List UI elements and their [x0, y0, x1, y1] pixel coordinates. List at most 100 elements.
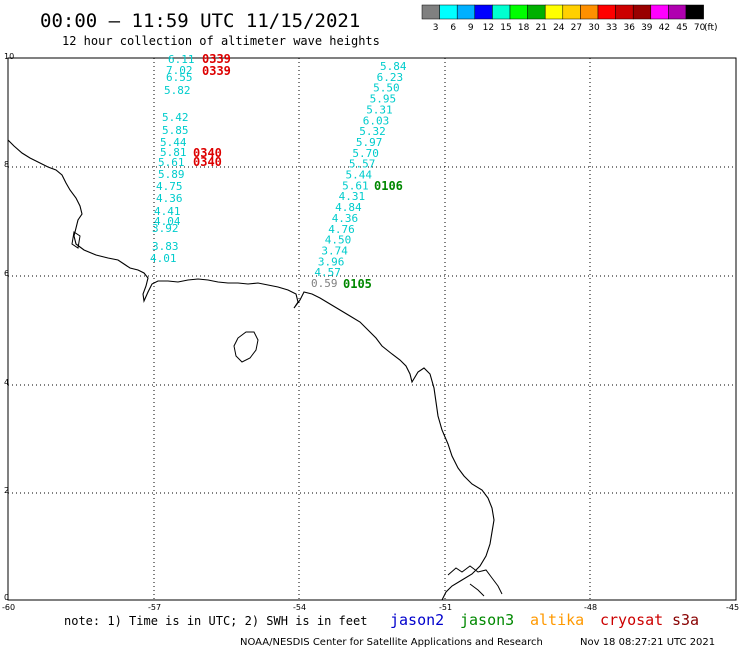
legend-swatch — [509, 4, 528, 20]
time-label-0340: 0340 — [193, 146, 222, 160]
coastline — [7, 139, 495, 601]
grid-lines — [8, 58, 736, 600]
legend-label: 42 — [659, 23, 670, 33]
x-tick-0: -60 — [2, 603, 15, 612]
wave-height-label: 3.96 — [318, 255, 345, 268]
time-label-0105: 0105 — [343, 277, 372, 291]
island — [233, 331, 259, 363]
legend-label: 3 — [433, 23, 439, 33]
wave-height-label: 5.70 — [352, 147, 379, 160]
wave-height-label: 5.81 — [160, 146, 187, 159]
wave-height-label: 6.23 — [377, 71, 404, 84]
satellite-jason3: jason3 — [460, 611, 514, 629]
legend-label: 30 — [588, 23, 600, 33]
wave-height-label: 5.31 — [366, 103, 393, 116]
wave-height-label: 5.89 — [158, 168, 185, 181]
legend-label: 39 — [641, 23, 653, 33]
wave-height-label: 5.61 — [158, 156, 185, 169]
legend-label: 15 — [500, 23, 511, 33]
credit-text: NOAA/NESDIS Center for Satellite Applica… — [240, 637, 543, 648]
y-tick-3: 6 — [4, 269, 9, 278]
satellite-altika: altika — [530, 611, 584, 629]
wave-height-label: 5.82 — [164, 84, 191, 97]
legend-swatch — [492, 4, 511, 20]
track-b: 5.846.235.505.955.316.035.325.975.705.57… — [311, 60, 407, 290]
page-subtitle: 12 hour collection of altimeter wave hei… — [62, 34, 380, 48]
y-tick-4: 8 — [4, 160, 9, 169]
wave-height-label: 5.44 — [346, 169, 373, 182]
legend-label: 21 — [535, 23, 546, 33]
wave-height-label: 5.97 — [356, 136, 383, 149]
legend-label: 18 — [518, 23, 530, 33]
time-label-0340: 0340 — [193, 155, 222, 169]
wave-height-label: 6.11 — [168, 53, 195, 66]
wave-height-label: 4.84 — [335, 201, 362, 214]
legend-swatch — [580, 4, 599, 20]
generated-timestamp: Nov 18 08:27:21 UTC 2021 — [580, 637, 715, 648]
time-label-0339: 0339 — [202, 52, 231, 66]
wave-height-label: 7.02 — [166, 64, 193, 77]
legend-label: 36 — [623, 23, 635, 33]
wave-height-label: 4.50 — [325, 234, 352, 247]
legend-unit: (ft) — [704, 23, 718, 33]
coastline-detail — [447, 565, 503, 597]
wave-height-label: 5.50 — [373, 82, 400, 95]
color-legend: 3 6 9 12 15 18 21 24 27 30 33 36 39 42 45 70 — [421, 4, 706, 33]
x-tick-2: -54 — [293, 603, 306, 612]
wave-height-label: 4.31 — [339, 190, 366, 203]
y-tick-0: 0 — [4, 593, 9, 602]
legend-swatch — [421, 4, 440, 20]
legend-swatch — [439, 4, 458, 20]
wave-height-label: 4.76 — [328, 223, 355, 236]
wave-height-label: 4.75 — [156, 180, 183, 193]
river-mouth — [71, 231, 81, 249]
track-a: 6.117.026.555.82 5.425.855.445.815.615.89… — [150, 53, 195, 265]
x-tick-3: -51 — [439, 603, 452, 612]
legend-swatch — [650, 4, 669, 20]
time-label-0106: 0106 — [374, 179, 403, 193]
wave-height-label: 3.74 — [321, 244, 348, 257]
legend-swatch — [527, 4, 546, 20]
legend-swatch — [597, 4, 616, 20]
footer-note: note: 1) Time is in UTC; 2) SWH is in fe… — [64, 614, 367, 628]
legend-swatch — [668, 4, 687, 20]
legend-label: 33 — [606, 23, 617, 33]
wave-height-label: 4.36 — [156, 192, 183, 205]
wave-height-label: 0.59 — [311, 277, 338, 290]
y-tick-2: 4 — [4, 378, 9, 387]
wave-height-label: 5.61 — [342, 179, 369, 192]
satellite-legend: jason2 jason3 altika cryosat s3a — [390, 611, 699, 629]
legend-label: 12 — [483, 23, 494, 33]
time-label-0339: 0339 — [202, 64, 231, 78]
legend-label: 45 — [676, 23, 687, 33]
legend-label: 70 — [694, 23, 706, 33]
wave-height-label: 3.83 — [152, 240, 179, 253]
legend-swatch — [632, 4, 652, 20]
wave-height-label: 4.57 — [314, 266, 341, 279]
wave-height-label: 4.04 — [154, 215, 181, 228]
page-title: 00:00 – 11:59 UTC 11/15/2021 — [40, 10, 360, 32]
wave-height-label: 6.55 — [166, 71, 193, 84]
legend-swatch — [615, 4, 634, 20]
x-tick-5: -45 — [726, 603, 739, 612]
wave-height-label: 4.36 — [332, 212, 359, 225]
legend-label: 27 — [571, 23, 582, 33]
y-tick-5: 10 — [4, 52, 14, 61]
wave-height-label: 5.42 — [162, 111, 189, 124]
wave-height-label: 4.01 — [150, 252, 177, 265]
satellite-s3a: s3a — [672, 611, 699, 629]
legend-swatch — [474, 4, 493, 20]
legend-swatch — [544, 4, 564, 20]
wave-height-label: 3.92 — [152, 222, 179, 235]
wave-height-label: 6.03 — [363, 114, 390, 127]
legend-swatch — [685, 4, 704, 20]
wave-height-label: 5.95 — [370, 93, 397, 106]
wave-height-label: 4.41 — [154, 205, 181, 218]
wave-height-label: 5.44 — [160, 136, 187, 149]
legend-label: 9 — [468, 23, 474, 33]
wave-height-label: 5.84 — [380, 60, 407, 73]
satellite-jason2: jason2 — [390, 611, 444, 629]
x-tick-1: -57 — [148, 603, 161, 612]
wave-height-label: 5.32 — [359, 125, 386, 138]
